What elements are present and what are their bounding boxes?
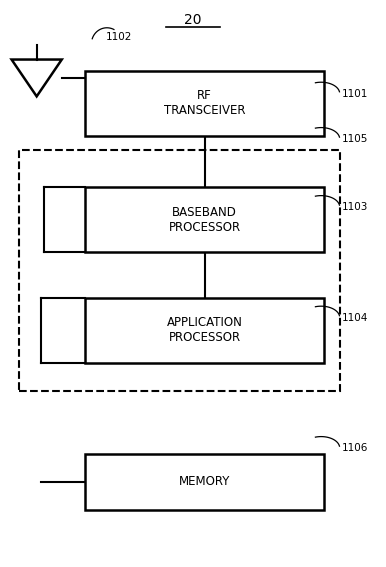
Text: 1106: 1106 — [342, 443, 368, 453]
Text: 1101: 1101 — [342, 88, 368, 99]
Text: 1102: 1102 — [106, 32, 132, 42]
Bar — [85, 298, 324, 363]
Text: 1103: 1103 — [342, 202, 368, 212]
Text: 1104: 1104 — [342, 312, 368, 323]
Text: BASEBAND
PROCESSOR: BASEBAND PROCESSOR — [169, 206, 240, 234]
Text: 1105: 1105 — [342, 134, 368, 144]
Text: RF
TRANSCEIVER: RF TRANSCEIVER — [164, 90, 245, 117]
Text: APPLICATION
PROCESSOR: APPLICATION PROCESSOR — [167, 316, 242, 344]
Text: 20: 20 — [184, 13, 202, 27]
Bar — [85, 454, 324, 510]
Bar — [85, 71, 324, 136]
Text: MEMORY: MEMORY — [179, 476, 230, 488]
Bar — [85, 187, 324, 252]
Bar — [19, 150, 340, 391]
